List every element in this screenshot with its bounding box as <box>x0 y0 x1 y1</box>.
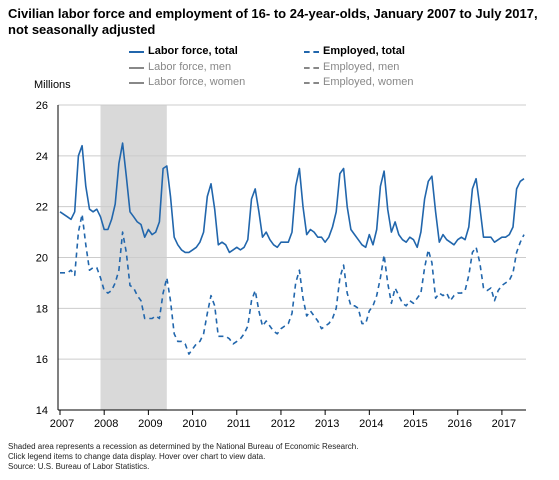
y-tick-label: 18 <box>36 303 48 315</box>
y-axis-units-label: Millions <box>34 79 71 91</box>
series-line-labor-force-total <box>59 142 525 254</box>
x-tick-label: 2014 <box>359 418 383 430</box>
legend-swatch-employed-women <box>304 82 319 84</box>
footnote-recession: Shaded area represents a recession as de… <box>8 442 359 451</box>
legend-label-employed-men: Employed, men <box>323 61 400 73</box>
chart-title-line-1: Civilian labor force and employment of 1… <box>8 6 538 21</box>
legend-label-labor-force-total: Labor force, total <box>148 45 238 57</box>
chart-title-line-2: not seasonally adjusted <box>8 22 156 37</box>
legend-label-employed-women: Employed, women <box>323 76 414 88</box>
series-line-employed-total <box>60 213 525 355</box>
legend-swatch-labor-force-men <box>129 67 144 69</box>
chart-title: Civilian labor force and employment of 1… <box>8 6 553 38</box>
legend-swatch-employed-men <box>304 67 319 69</box>
footnotes: Shaded area represents a recession as de… <box>8 442 553 472</box>
y-tick-label: 22 <box>36 202 48 214</box>
y-tick-label: 20 <box>36 253 48 265</box>
legend-label-labor-force-men: Labor force, men <box>148 61 232 73</box>
y-tick-label: 24 <box>36 151 48 163</box>
x-tick-label: 2017 <box>492 418 516 430</box>
x-tick-label: 2007 <box>50 418 74 430</box>
x-tick-label: 2008 <box>94 418 118 430</box>
x-tick-label: 2015 <box>403 418 427 430</box>
y-tick-label: 26 <box>36 100 48 112</box>
y-tick-label: 16 <box>36 354 48 366</box>
x-tick-label: 2009 <box>138 418 162 430</box>
x-tick-label: 2013 <box>315 418 339 430</box>
y-tick-label: 14 <box>36 405 48 417</box>
x-tick-label: 2011 <box>227 418 251 430</box>
legend-swatch-labor-force-total <box>129 51 144 53</box>
legend-swatch-labor-force-women <box>129 82 144 84</box>
legend-label-labor-force-women: Labor force, women <box>148 76 246 88</box>
legend-label-employed-total: Employed, total <box>323 45 405 57</box>
x-tick-label: 2016 <box>447 418 471 430</box>
footnote-source: Source: U.S. Bureau of Labor Statistics. <box>8 462 150 471</box>
legend-swatch-employed-total <box>304 51 319 53</box>
line-chart[interactable]: 14 16 18 20 22 24 26 2007 2008 2009 2010 2011 2012 20… <box>0 0 559 440</box>
x-tick-label: 2010 <box>182 418 206 430</box>
x-tick-label: 2012 <box>271 418 295 430</box>
legend: Labor force, total Labor force, men Labo… <box>0 45 559 90</box>
footnote-interaction: Click legend items to change data displa… <box>8 452 266 461</box>
